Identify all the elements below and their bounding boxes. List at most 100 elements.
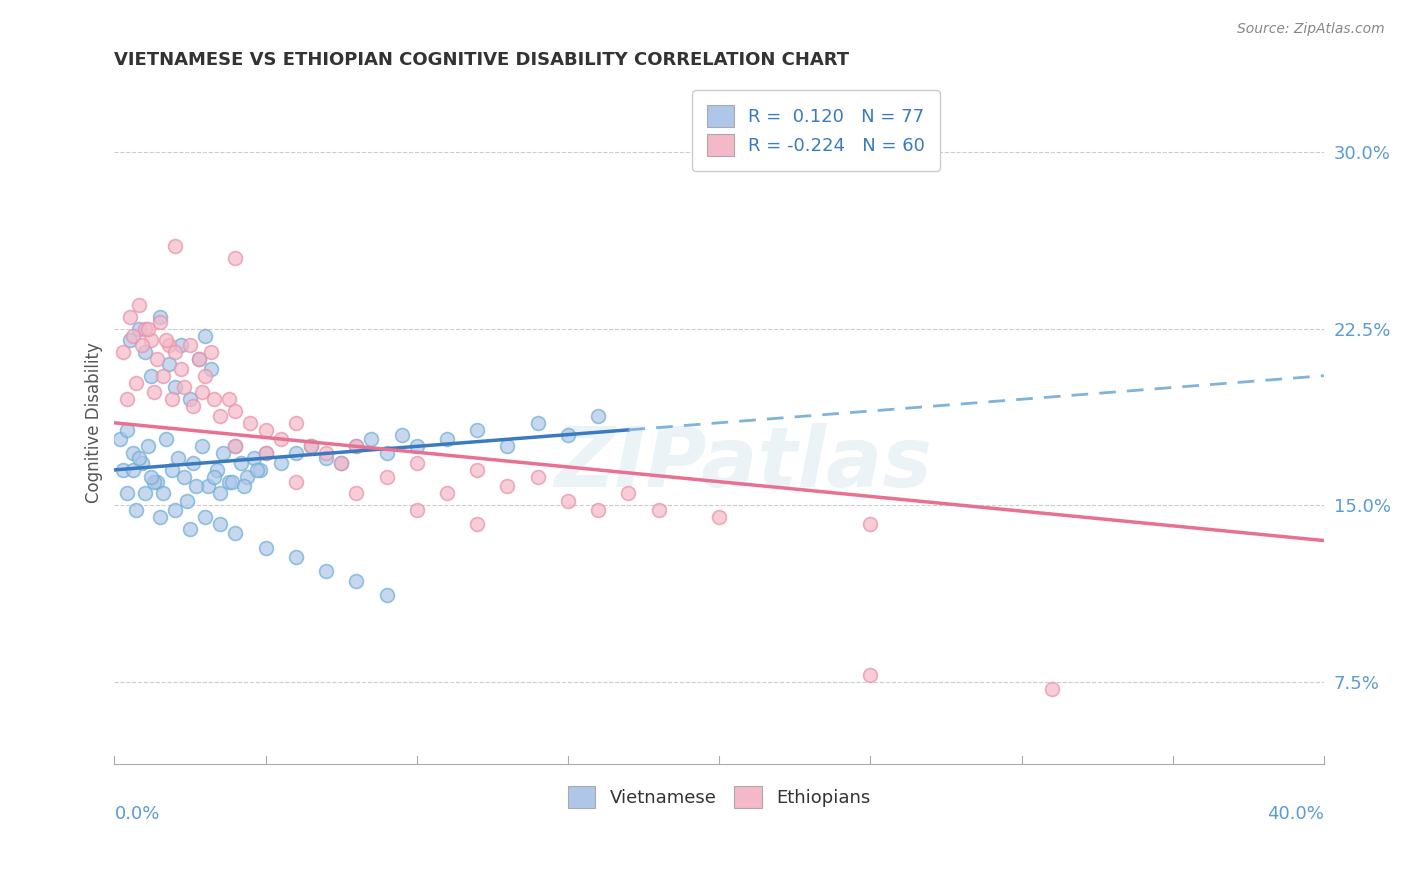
Point	[254, 541, 277, 555]
Point	[173, 470, 195, 484]
Point	[209, 517, 232, 532]
Point	[647, 503, 669, 517]
Point	[131, 456, 153, 470]
Point	[152, 368, 174, 383]
Point	[375, 446, 398, 460]
Point	[181, 456, 204, 470]
Point	[110, 432, 132, 446]
Point	[194, 328, 217, 343]
Point	[202, 392, 225, 407]
Point	[155, 432, 177, 446]
Text: 0.0%: 0.0%	[114, 805, 160, 823]
Point	[139, 334, 162, 348]
Point	[284, 549, 307, 564]
Point	[200, 361, 222, 376]
Point	[254, 446, 277, 460]
Point	[249, 463, 271, 477]
Point	[344, 439, 367, 453]
Point	[152, 486, 174, 500]
Point	[218, 392, 240, 407]
Point	[118, 334, 141, 348]
Point	[145, 475, 167, 489]
Point	[1040, 681, 1063, 696]
Point	[163, 345, 186, 359]
Point	[194, 368, 217, 383]
Point	[184, 479, 207, 493]
Point	[284, 475, 307, 489]
Point	[188, 352, 211, 367]
Point	[197, 479, 219, 493]
Point	[224, 439, 246, 453]
Point	[115, 423, 138, 437]
Point	[160, 463, 183, 477]
Point	[586, 409, 609, 423]
Point	[330, 456, 353, 470]
Point	[194, 510, 217, 524]
Point	[179, 392, 201, 407]
Point	[344, 486, 367, 500]
Legend: Vietnamese, Ethiopians: Vietnamese, Ethiopians	[560, 777, 879, 817]
Point	[176, 493, 198, 508]
Point	[224, 404, 246, 418]
Point	[134, 321, 156, 335]
Point	[160, 392, 183, 407]
Point	[181, 400, 204, 414]
Point	[179, 338, 201, 352]
Point	[254, 446, 277, 460]
Y-axis label: Cognitive Disability: Cognitive Disability	[86, 343, 103, 503]
Point	[157, 338, 180, 352]
Point	[205, 463, 228, 477]
Point	[242, 451, 264, 466]
Point	[136, 321, 159, 335]
Point	[465, 517, 488, 532]
Point	[315, 451, 337, 466]
Point	[526, 470, 548, 484]
Point	[202, 470, 225, 484]
Point	[142, 475, 165, 489]
Point	[436, 486, 458, 500]
Point	[139, 470, 162, 484]
Point	[496, 479, 519, 493]
Point	[136, 439, 159, 453]
Point	[149, 510, 172, 524]
Point	[218, 475, 240, 489]
Point	[163, 503, 186, 517]
Point	[115, 392, 138, 407]
Point	[128, 321, 150, 335]
Point	[149, 314, 172, 328]
Point	[121, 328, 143, 343]
Point	[221, 475, 243, 489]
Point	[145, 352, 167, 367]
Point	[188, 352, 211, 367]
Point	[121, 446, 143, 460]
Point	[245, 463, 267, 477]
Point	[128, 451, 150, 466]
Point	[134, 486, 156, 500]
Point	[344, 439, 367, 453]
Point	[170, 338, 193, 352]
Point	[270, 432, 292, 446]
Point	[233, 479, 256, 493]
Point	[139, 368, 162, 383]
Text: 40.0%: 40.0%	[1267, 805, 1324, 823]
Point	[299, 439, 322, 453]
Point	[284, 416, 307, 430]
Text: Source: ZipAtlas.com: Source: ZipAtlas.com	[1237, 22, 1385, 37]
Point	[586, 503, 609, 517]
Point	[375, 588, 398, 602]
Point	[405, 456, 427, 470]
Point	[254, 423, 277, 437]
Point	[170, 361, 193, 376]
Point	[157, 357, 180, 371]
Point	[239, 416, 262, 430]
Point	[707, 510, 730, 524]
Point	[131, 338, 153, 352]
Point	[212, 446, 235, 460]
Point	[155, 334, 177, 348]
Point	[299, 439, 322, 453]
Point	[859, 667, 882, 681]
Point	[224, 439, 246, 453]
Point	[315, 564, 337, 578]
Point	[179, 522, 201, 536]
Point	[163, 380, 186, 394]
